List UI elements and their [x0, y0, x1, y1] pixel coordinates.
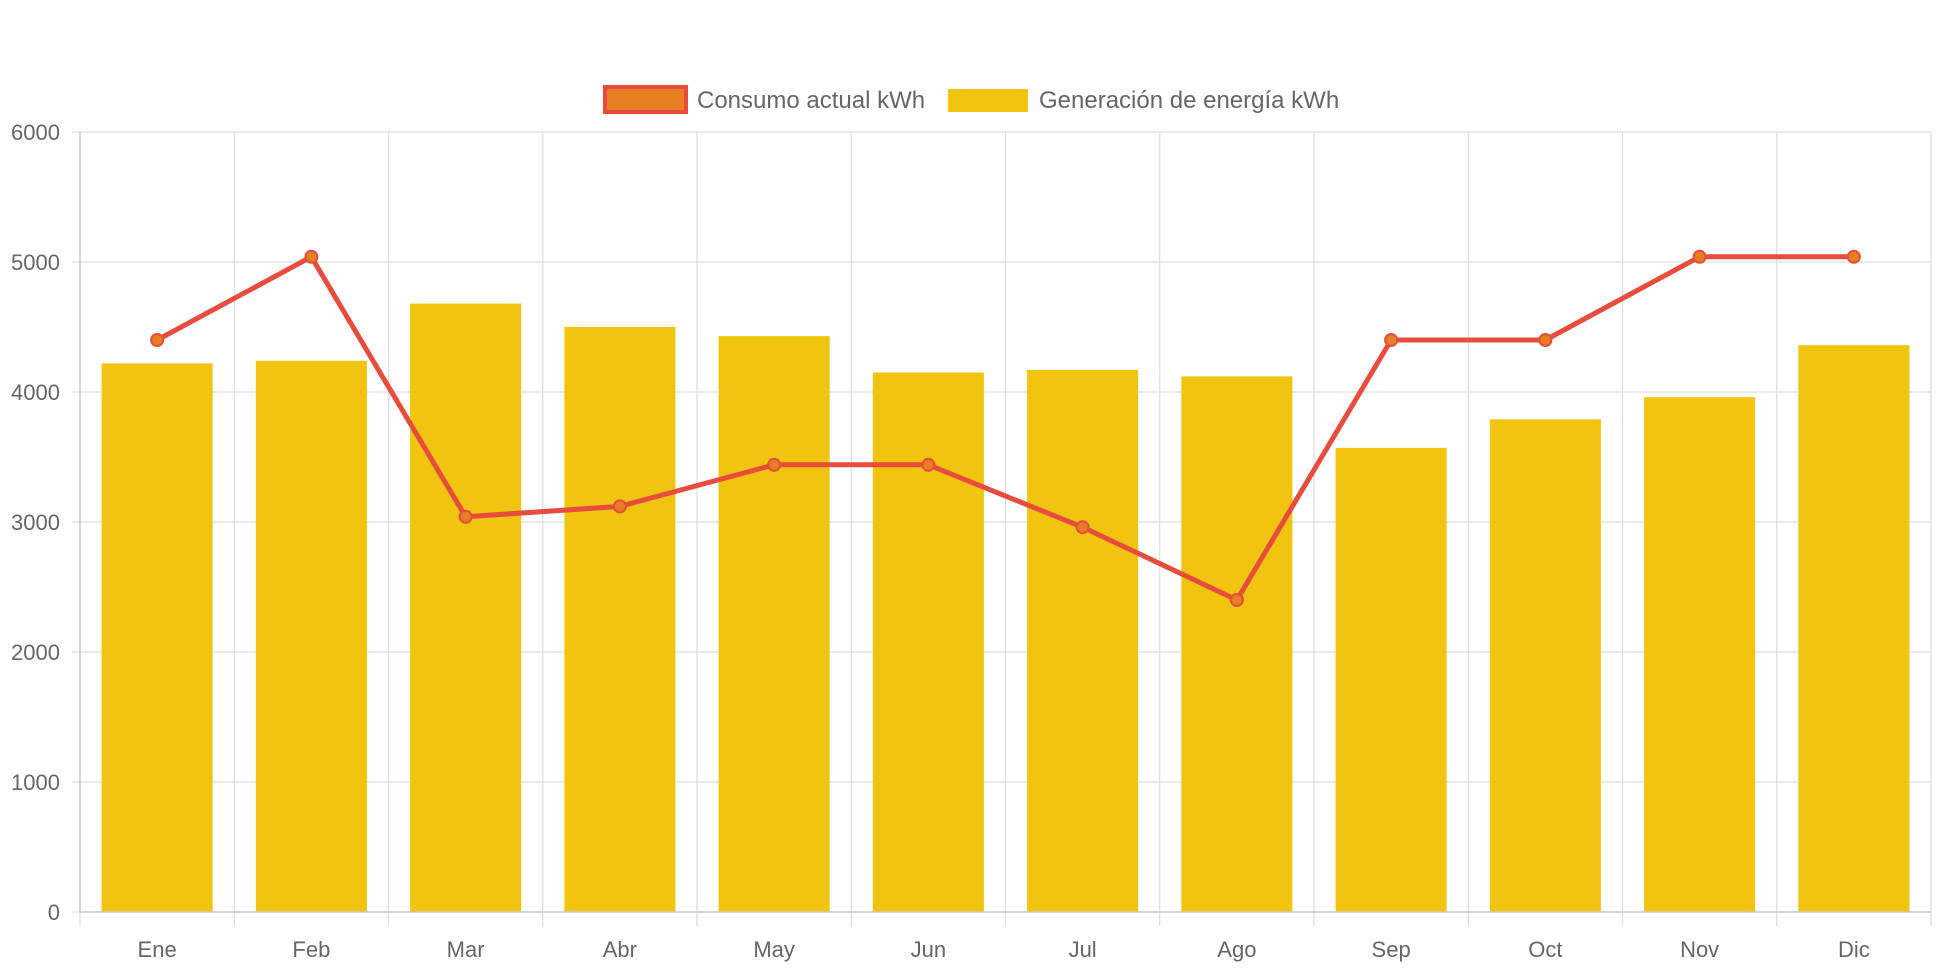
y-tick-label: 0 [48, 900, 60, 925]
legend-label-generacion: Generación de energía kWh [1039, 87, 1339, 114]
point-may[interactable] [767, 457, 782, 472]
x-tick-label: Feb [292, 937, 330, 962]
legend-item-generacion[interactable]: Generación de energía kWh [948, 87, 1339, 114]
y-tick-label: 6000 [11, 120, 60, 145]
y-tick-label: 5000 [11, 250, 60, 275]
x-tick-label: Sep [1372, 937, 1411, 962]
point-ene[interactable] [150, 333, 165, 347]
x-tick-label: Jun [911, 937, 946, 962]
bar-ago[interactable] [1181, 376, 1293, 912]
bar-oct[interactable] [1489, 419, 1601, 912]
bar-dic[interactable] [1798, 345, 1910, 912]
bar-sep[interactable] [1335, 447, 1447, 912]
legend-swatch-generacion [948, 89, 1028, 112]
bar-mar[interactable] [410, 303, 522, 913]
point-oct[interactable] [1538, 333, 1553, 347]
bar-ene[interactable] [101, 363, 213, 912]
bar-abr[interactable] [564, 327, 676, 912]
x-tick-label: Dic [1838, 937, 1870, 962]
axes: 0 1000 2000 3000 4000 5000 6000 Ene Feb Mar Abr May… [11, 120, 1931, 962]
bar-feb[interactable] [255, 360, 367, 912]
point-ago[interactable] [1229, 593, 1244, 607]
y-tick-label: 4000 [11, 380, 60, 405]
point-jun[interactable] [921, 457, 936, 472]
point-mar[interactable] [458, 509, 473, 524]
bar-series [101, 303, 1910, 913]
x-tick-label: May [753, 937, 795, 962]
y-tick-label: 3000 [11, 510, 60, 535]
x-tick-label: Mar [447, 937, 485, 962]
x-tick-label: Oct [1528, 937, 1562, 962]
grid-layer [72, 131, 1932, 926]
x-tick-label: Ago [1217, 937, 1256, 962]
x-tick-label: Jul [1069, 937, 1097, 962]
x-tick-label: Abr [603, 937, 637, 962]
x-tick-label: Ene [138, 937, 177, 962]
legend-item-consumo[interactable]: Consumo actual kWh [603, 85, 925, 114]
bar-jul[interactable] [1027, 369, 1139, 912]
y-tick-label: 1000 [11, 770, 60, 795]
line-series [150, 249, 1861, 607]
point-sep[interactable] [1384, 333, 1399, 347]
x-tick-label: Nov [1680, 937, 1719, 962]
point-abr[interactable] [612, 499, 627, 514]
legend-label-consumo: Consumo actual kWh [697, 87, 925, 114]
consumo-line [155, 254, 1854, 603]
point-jul[interactable] [1075, 520, 1090, 535]
y-tick-label: 2000 [11, 640, 60, 665]
bar-jun[interactable] [872, 372, 984, 913]
point-feb[interactable] [304, 249, 319, 264]
point-nov[interactable] [1692, 249, 1707, 264]
bar-may[interactable] [718, 336, 830, 913]
point-dic[interactable] [1846, 249, 1861, 264]
legend-swatch-consumo [603, 85, 688, 114]
bar-nov[interactable] [1644, 397, 1756, 912]
legend: Consumo actual kWh Generación de energía… [603, 85, 1339, 114]
